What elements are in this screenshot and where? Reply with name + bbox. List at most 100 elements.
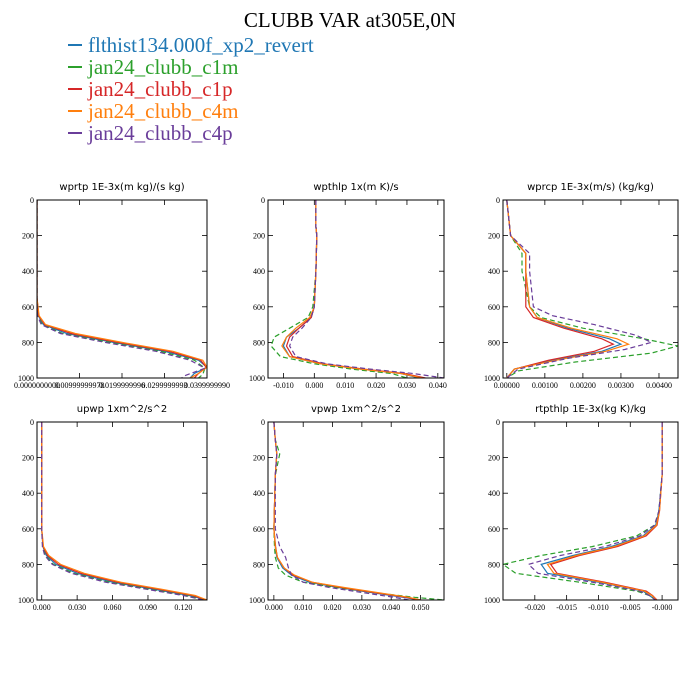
y-tick-label: 600 [488,525,500,534]
series-line-jan24_clubb_c4m [506,200,631,378]
panel-frame [502,199,679,379]
legend-item: jan24_clubb_c4m [68,98,314,123]
series-line-jan24_clubb_c4m [273,422,421,600]
legend-label-2: jan24_clubb_c1p [88,76,233,101]
x-tick-label: 0.030 [353,603,371,612]
series-line-jan24_clubb_c4p [506,200,654,378]
series-line-jan24_clubb_c1p [285,200,426,378]
y-tick-label: 600 [22,303,34,312]
series-line-jan24_clubb_c1m [37,200,206,378]
y-tick-label: 400 [253,489,265,498]
legend-label-3: jan24_clubb_c4m [88,98,239,123]
series-line-jan24_clubb_c4p [37,200,207,378]
legend-item: jan24_clubb_c4p [68,121,314,145]
y-tick-label: 400 [488,489,500,498]
y-tick-label: 400 [488,267,500,276]
y-tick-label: 1000 [484,374,500,383]
panel-frame [502,421,679,601]
y-tick-label: 0 [30,418,34,427]
y-tick-label: 1000 [249,596,265,605]
y-tick-label: 800 [253,338,265,347]
series-line-jan24_clubb_c1p [549,422,663,600]
y-tick-label: 400 [22,267,34,276]
y-tick-label: 800 [488,560,500,569]
x-tick-label: 0.00400 [646,381,672,390]
x-tick-label: 0.010 [336,381,354,390]
x-tick-label: 0.00200 [570,381,596,390]
panel-title: upwp 1xm^2/s^2 [77,404,167,415]
y-tick-label: 0 [496,196,500,205]
y-tick-label: 200 [22,232,34,241]
x-tick-label: 0.000 [265,603,283,612]
y-tick-label: 1000 [18,374,34,383]
x-tick-label: 0.020 [367,381,385,390]
x-tick-label: 0.020 [324,603,342,612]
y-tick-label: 600 [253,525,265,534]
x-tick-label: 0.090 [139,603,157,612]
series-line-jan24_clubb_c1m [503,422,663,600]
x-tick-label: 0.0000000000 [14,381,60,390]
legend-swatch-0 [68,44,82,46]
panel-frame [36,199,208,379]
series-line-jan24_clubb_c4p [273,422,409,600]
legend-item: jan24_clubb_c1p [68,76,314,101]
series-line-jan24_clubb_c1p [506,200,615,378]
legend: flthist134.000f_xp2_revert jan24_clubb_c… [68,32,314,145]
x-tick-label: 0.120 [174,603,192,612]
series-line-jan24_clubb_c4p [527,422,663,600]
series-line-jan24_clubb_c4p [41,422,204,600]
x-tick-label: 0.010 [294,603,312,612]
x-tick-label: 0.0199999996 [99,381,145,390]
x-tick-label: 0.040 [429,381,447,390]
series-line-jan24_clubb_c1m [270,200,408,378]
x-tick-label: 0.060 [104,603,122,612]
x-tick-label: 0.000 [33,603,51,612]
y-tick-label: 800 [22,560,34,569]
series-line-jan24_clubb_c4m [281,200,423,378]
y-tick-label: 200 [253,232,265,241]
y-tick-label: 200 [22,454,34,463]
x-tick-label: -0.010 [588,603,609,612]
legend-label-1: jan24_clubb_c1m [88,54,239,79]
y-tick-label: 1000 [484,596,500,605]
series-line-jan24_clubb_c1m [41,422,205,600]
x-tick-label: 0.00000 [494,381,520,390]
y-tick-label: 200 [253,454,265,463]
y-tick-label: 1000 [249,374,265,383]
series-line-jan24_clubb_c4p [288,200,444,378]
panel-frame [267,199,445,379]
x-tick-label: 0.030 [398,381,416,390]
y-tick-label: 1000 [18,596,34,605]
y-tick-label: 200 [488,232,500,241]
y-tick-label: 800 [488,338,500,347]
x-tick-label: 0.030 [68,603,86,612]
series-line-jan24_clubb_c1p [41,422,207,600]
y-tick-label: 400 [253,267,265,276]
y-tick-label: 600 [488,303,500,312]
series-line-jan24_clubb_c1p [37,200,207,378]
y-tick-label: 0 [261,196,265,205]
panel-5: rtpthlp 1E-3x(kg K)/kg 0 200 400 600 800 1000 -… [484,404,679,612]
x-tick-label: 0.000 [305,381,323,390]
series-line-flthist134.000f_xp2_revert [37,200,207,378]
y-tick-label: 0 [496,418,500,427]
y-tick-label: 600 [253,303,265,312]
y-tick-label: 600 [22,525,34,534]
legend-label-0: flthist134.000f_xp2_revert [88,32,314,57]
y-tick-label: 0 [261,418,265,427]
x-tick-label: -0.015 [556,603,577,612]
legend-item: flthist134.000f_xp2_revert [68,32,314,57]
legend-swatch-3 [68,110,82,112]
y-tick-label: 200 [488,454,500,463]
x-tick-label: 0.00300 [608,381,634,390]
series-line-flthist134.000f_xp2_revert [282,200,420,378]
panel-frame [267,421,445,601]
series-line-jan24_clubb_c4m [546,422,663,600]
x-tick-label: -0.000 [652,603,673,612]
series-line-jan24_clubb_c1m [273,422,444,600]
panel-2: wprcp 1E-3x(m/s) (kg/kg) 0 200 400 600 800 100… [484,182,679,390]
panel-title: wpthlp 1x(m K)/s [313,182,398,193]
